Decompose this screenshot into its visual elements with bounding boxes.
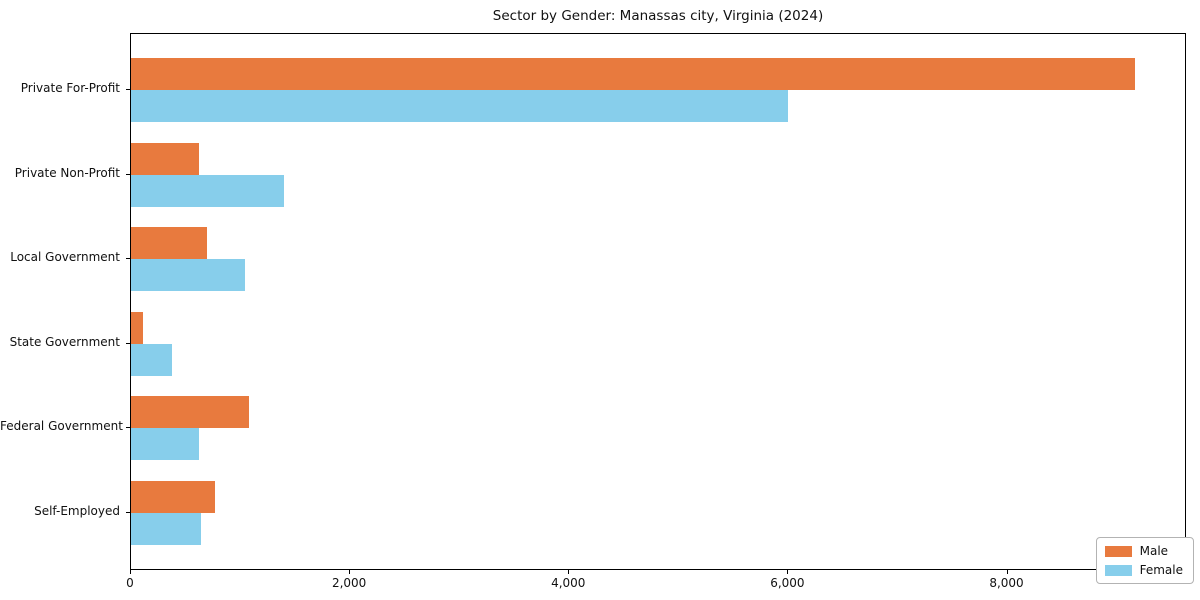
y-axis-label-2: Local Government bbox=[10, 250, 120, 265]
x-axis-tick-label: 2,000 bbox=[331, 576, 367, 590]
bar-male-5 bbox=[131, 480, 216, 513]
x-axis-tick-label: 4,000 bbox=[551, 576, 586, 590]
x-tick bbox=[130, 570, 131, 574]
bar-female-0 bbox=[131, 90, 789, 123]
x-axis-tick-label: 8,000 bbox=[989, 576, 1024, 590]
legend-item-male: Male bbox=[1104, 544, 1183, 558]
bar-female-5 bbox=[131, 512, 202, 545]
bar-male-1 bbox=[131, 142, 199, 175]
y-axis-label-0: Private For-Profit bbox=[20, 81, 120, 96]
y-tick bbox=[126, 342, 130, 344]
x-tick bbox=[787, 570, 789, 574]
y-axis-label-1: Private Non-Profit bbox=[14, 165, 120, 180]
y-axis-label-5: Self-Employed bbox=[34, 503, 120, 518]
bar-female-1 bbox=[131, 174, 285, 207]
legend: Male Female bbox=[1095, 537, 1194, 584]
y-tick bbox=[126, 427, 130, 429]
bar-male-4 bbox=[131, 396, 250, 429]
legend-item-female: Female bbox=[1104, 563, 1183, 577]
legend-swatch-male bbox=[1104, 545, 1132, 557]
x-tick bbox=[568, 570, 570, 574]
chart-title: Sector by Gender: Manassas city, Virgini… bbox=[492, 8, 824, 24]
bar-male-0 bbox=[131, 58, 1135, 91]
y-tick bbox=[126, 89, 130, 91]
bar-male-3 bbox=[131, 311, 144, 344]
x-tick bbox=[349, 570, 351, 574]
bar-female-3 bbox=[131, 343, 172, 376]
x-axis-tick-label: 6,000 bbox=[770, 576, 805, 590]
y-axis-label-3: State Government bbox=[9, 334, 120, 349]
bar-male-2 bbox=[131, 227, 207, 260]
bar-female-4 bbox=[131, 428, 199, 461]
bar-female-2 bbox=[131, 259, 245, 292]
x-axis-tick-label: 0 bbox=[126, 576, 134, 590]
legend-swatch-female bbox=[1104, 564, 1132, 576]
legend-label-male: Male bbox=[1139, 544, 1169, 558]
y-tick bbox=[126, 173, 130, 175]
x-tick bbox=[1006, 570, 1008, 574]
legend-label-female: Female bbox=[1139, 563, 1183, 577]
plot-area bbox=[130, 33, 1186, 570]
y-tick bbox=[126, 511, 130, 513]
y-tick bbox=[126, 258, 130, 260]
y-axis-label-4: Federal Government bbox=[0, 419, 123, 434]
